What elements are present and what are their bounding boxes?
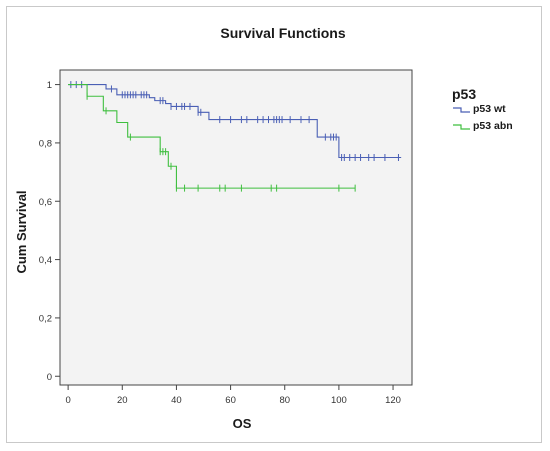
y-tick-label: 1	[47, 80, 52, 91]
y-tick-label: 0,6	[39, 197, 52, 208]
y-tick-label: 0,8	[39, 138, 52, 149]
y-tick-label: 0	[47, 372, 52, 383]
legend: p53 p53 wt p53 abn	[452, 86, 513, 132]
y-axis-label: Cum Survival	[14, 190, 29, 273]
chart-title: Survival Functions	[220, 25, 345, 41]
x-tick-label: 40	[171, 395, 182, 406]
legend-swatch	[453, 107, 470, 113]
survival-curve-p53-abn	[68, 84, 356, 189]
series-layer	[68, 81, 402, 192]
series-p53-wt	[68, 81, 402, 161]
x-tick-label: 60	[225, 395, 236, 406]
legend-swatch	[453, 124, 470, 130]
legend-label: p53 wt	[473, 103, 506, 115]
axes: 0 20 40 60 80 100 120 0 0,2 0,4 0,6 0,8 1	[39, 80, 401, 406]
legend-item-p53-abn: p53 abn	[453, 120, 513, 132]
series-p53-abn	[68, 84, 356, 192]
x-axis-label: OS	[233, 416, 252, 431]
y-tick-label: 0,2	[39, 313, 52, 324]
x-tick-label: 20	[117, 395, 128, 406]
plot-area	[59, 69, 413, 386]
x-tick-label: 0	[65, 395, 70, 406]
x-tick-label: 100	[331, 395, 347, 406]
y-tick-label: 0,4	[39, 255, 52, 266]
x-tick-label: 80	[279, 395, 290, 406]
legend-label: p53 abn	[473, 120, 513, 132]
legend-item-p53-wt: p53 wt	[453, 103, 506, 115]
legend-title: p53	[452, 86, 476, 102]
x-tick-label: 120	[385, 395, 401, 406]
